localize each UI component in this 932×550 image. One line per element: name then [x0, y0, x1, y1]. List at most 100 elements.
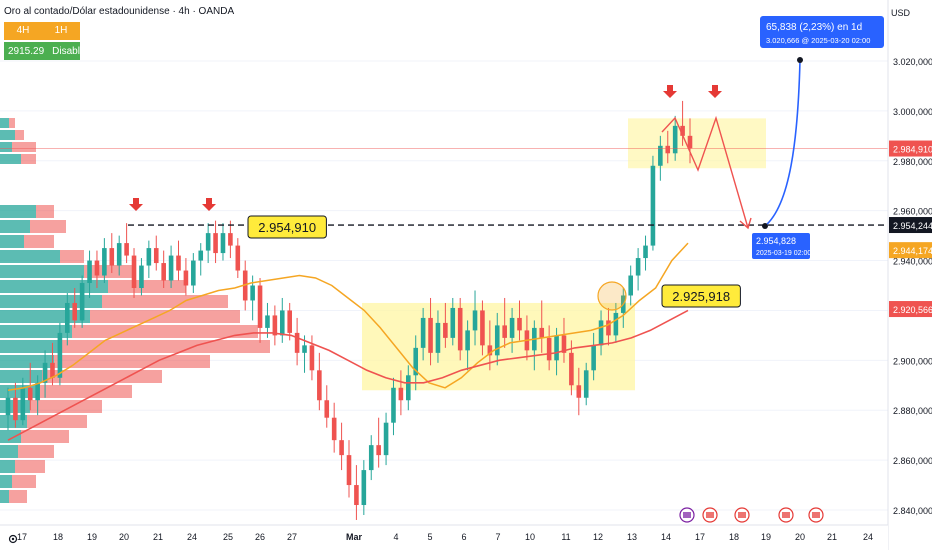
target-start-dot	[762, 223, 768, 229]
candle-body	[324, 400, 330, 418]
ema-fast-line	[7, 242, 689, 392]
candle-body	[257, 285, 263, 328]
down-arrow-marker	[129, 198, 143, 211]
candle-body	[213, 233, 218, 254]
x-tick-label: 19	[761, 532, 771, 542]
candle-body	[198, 250, 204, 261]
volume-profile-bar	[0, 325, 72, 338]
candle-body	[665, 145, 671, 154]
x-tick-label: 18	[729, 532, 739, 542]
volume-profile-bar	[0, 385, 36, 398]
candle-body	[494, 325, 500, 356]
x-tick-label: 4	[393, 532, 398, 542]
volume-profile-bar	[0, 250, 60, 263]
candle-body	[20, 387, 26, 421]
candle-body	[383, 422, 389, 456]
candle-body	[613, 312, 619, 336]
timeframe-1h[interactable]: 1H	[54, 25, 68, 36]
candle-body	[650, 165, 656, 246]
timeframe-indicator[interactable]: 4H 1H	[4, 22, 80, 40]
volume-profile-bar	[90, 310, 240, 323]
candle-body	[413, 347, 419, 376]
key-level-label-lower: 2.925,918	[661, 284, 741, 308]
volume-profile-bar	[0, 475, 12, 488]
volume-profile-bar	[15, 130, 24, 140]
candle-body	[183, 270, 189, 286]
volume-profile-bar	[0, 265, 84, 278]
candle-body	[87, 260, 92, 284]
x-tick-label: 17	[695, 532, 705, 542]
candle-body	[561, 335, 567, 353]
x-tick-label: 21	[827, 532, 837, 542]
projection-price-value: 2.954,828	[756, 236, 796, 246]
candle-body	[205, 233, 211, 251]
key-level-label-upper-text: 2.954,910	[258, 220, 316, 235]
y-tick-label: 3.020,000	[893, 57, 932, 67]
currency-label[interactable]: USD	[890, 8, 910, 18]
candle-body	[606, 320, 611, 336]
candle-body	[569, 352, 574, 386]
candle-body	[72, 302, 78, 321]
volume-profile-bar	[60, 340, 270, 353]
candle-body	[502, 325, 507, 338]
volume-profile-bar	[108, 280, 186, 293]
volume-profile-bar	[0, 370, 42, 383]
x-tick-label: 21	[153, 532, 163, 542]
volume-profile-bar	[18, 445, 54, 458]
projection-price-label: 2.954,828 2025-03-19 02:00	[752, 233, 811, 259]
projection-price-bg	[752, 233, 810, 259]
candle-body	[435, 322, 441, 353]
us-flag-icon-mark	[812, 512, 820, 518]
candle-body	[354, 485, 359, 506]
candle-body	[287, 310, 292, 333]
candle-body	[420, 317, 426, 348]
status-label: Disabled	[52, 45, 92, 57]
candle-body	[480, 310, 485, 346]
candle-body	[294, 332, 300, 353]
candle-body	[265, 315, 270, 328]
price-tag-label: 2.944,174	[893, 246, 932, 256]
candle-body	[487, 345, 493, 356]
volume-profile-bar	[102, 295, 228, 308]
volume-profile-bar	[21, 154, 36, 164]
x-tick-label: 17	[17, 532, 27, 542]
candle-body	[50, 362, 55, 378]
candle-body	[302, 345, 307, 353]
candle-body	[331, 417, 337, 441]
target-end-dot	[797, 57, 803, 63]
candle-body	[124, 243, 129, 256]
volume-profile-bar	[0, 430, 21, 443]
y-tick-label: 2.860,000	[893, 456, 932, 466]
volume-profile-bar	[12, 475, 36, 488]
candle-body	[272, 315, 278, 336]
x-tick-label: 6	[461, 532, 466, 542]
y-tick-label: 2.840,000	[893, 506, 932, 516]
volume-profile-bar	[30, 400, 102, 413]
volume-profile-bar	[36, 205, 54, 218]
candle-body	[139, 265, 144, 288]
timeframe-4h[interactable]: 4H	[16, 25, 30, 36]
candle-body	[146, 248, 152, 266]
x-tick-label: 11	[561, 532, 570, 542]
gear-icon[interactable]	[8, 534, 18, 544]
price-tag-label: 2.920,566	[893, 305, 932, 315]
x-tick-label: 25	[223, 532, 233, 542]
x-tick-label: 19	[87, 532, 97, 542]
y-tick-label: 2.980,000	[893, 157, 932, 167]
candle-body	[279, 310, 285, 336]
x-tick-label: 20	[119, 532, 129, 542]
candle-body	[13, 397, 18, 421]
volume-profile-bar	[60, 250, 84, 263]
candle-body	[443, 322, 448, 338]
volume-profile-bar	[42, 370, 162, 383]
price-tag-label: 2.954,244	[893, 221, 932, 231]
candle-body	[539, 327, 545, 338]
candle-body	[27, 387, 33, 401]
ema-slow-line	[7, 309, 689, 441]
x-tick-label: Mar	[346, 532, 363, 542]
x-tick-label: 18	[53, 532, 63, 542]
price-tag-bg	[889, 301, 932, 318]
volume-profile-bar	[0, 130, 15, 140]
volume-profile-bar	[24, 235, 54, 248]
